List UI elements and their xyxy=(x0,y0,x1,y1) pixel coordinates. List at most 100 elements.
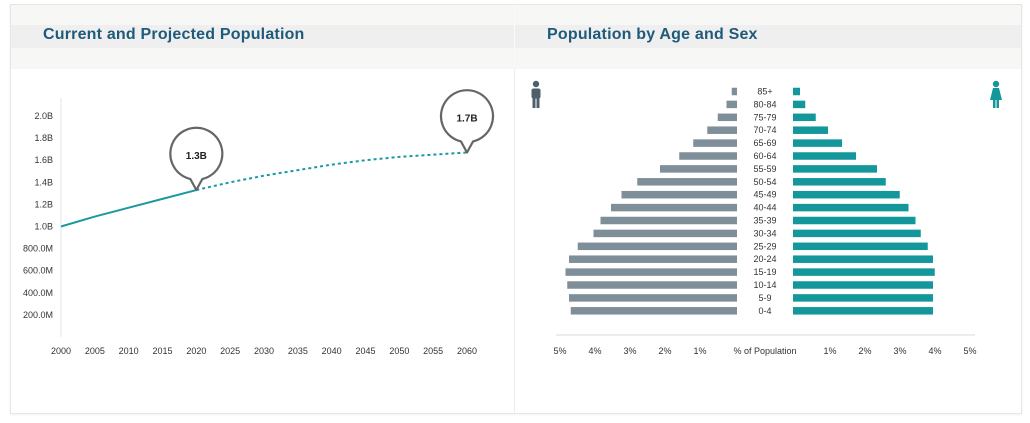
female-bar xyxy=(793,139,842,147)
y-tick-label: 400.0M xyxy=(23,288,53,298)
x-tick-label-male: 5% xyxy=(553,346,566,356)
age-group-label: 65-69 xyxy=(753,138,776,148)
population-projection-title: Current and Projected Population xyxy=(43,26,305,43)
age-group-label: 30-34 xyxy=(753,228,776,238)
population-projection-panel: Current and Projected Population xyxy=(11,5,514,413)
female-bar xyxy=(793,281,933,289)
panel-divider xyxy=(514,69,515,413)
age-group-label: 55-59 xyxy=(753,164,776,174)
male-bar xyxy=(567,281,737,289)
age-group-label: 0-4 xyxy=(758,306,771,316)
age-sex-panel: Population by Age and Sex xyxy=(515,5,1021,413)
x-tick-label: 2060 xyxy=(457,346,477,356)
male-bar xyxy=(717,113,737,122)
age-group-label: 70-74 xyxy=(753,125,776,135)
female-bar xyxy=(793,87,800,96)
x-tick-label: 2040 xyxy=(322,346,342,356)
y-tick-label: 800.0M xyxy=(23,244,53,254)
population-line-chart: 2.0B 1.8B 1.6B 1.4B 1.2B 1.0B 800.0M 600.0M 400.… xyxy=(23,89,495,356)
male-bar xyxy=(565,268,737,276)
population-pyramid-chart: 85+ 80-84 75-79 70-74 65-69 60-64 55-59 50-54 45… xyxy=(531,80,1002,356)
age-group-label: 20-24 xyxy=(753,254,776,264)
x-tick-label-male: 2% xyxy=(658,346,671,356)
female-bar xyxy=(793,113,816,122)
age-group-label: 60-64 xyxy=(753,151,776,161)
x-tick-label: 2035 xyxy=(288,346,308,356)
x-tick-label: 2000 xyxy=(51,346,71,356)
female-bar xyxy=(793,126,828,134)
panel-header-bar xyxy=(11,25,514,48)
male-bar xyxy=(731,87,737,96)
male-person-icon xyxy=(531,80,541,108)
x-tick-label-male: 3% xyxy=(623,346,636,356)
male-bar xyxy=(569,294,737,302)
x-tick-label-female: 2% xyxy=(858,346,871,356)
male-bar xyxy=(569,255,737,263)
age-group-label: 25-29 xyxy=(753,241,776,251)
callout-label: 1.7B xyxy=(456,113,477,124)
female-bar xyxy=(793,190,900,199)
y-tick-label: 1.2B xyxy=(34,199,53,209)
female-bar xyxy=(793,178,886,186)
age-group-label: 50-54 xyxy=(753,177,776,187)
current-population-line xyxy=(60,189,197,228)
x-tick-label-male: 4% xyxy=(588,346,601,356)
x-tick-label: 2030 xyxy=(254,346,274,356)
y-tick-label: 1.0B xyxy=(34,222,53,232)
male-bar xyxy=(679,152,737,160)
age-group-label: 80-84 xyxy=(753,99,776,109)
male-bar xyxy=(577,242,737,251)
y-tick-label: 200.0M xyxy=(23,310,53,320)
male-bar xyxy=(726,100,737,109)
male-bar xyxy=(611,203,737,212)
male-bar xyxy=(707,126,737,134)
female-bar xyxy=(793,203,909,212)
x-tick-label: 2055 xyxy=(423,346,443,356)
x-tick-label-female: 3% xyxy=(893,346,906,356)
y-tick-label: 1.6B xyxy=(34,155,53,165)
female-bar xyxy=(793,229,921,238)
x-axis-label: % of Population xyxy=(733,346,796,356)
female-person-icon xyxy=(990,80,1002,108)
y-tick-label: 1.4B xyxy=(34,177,53,187)
female-bar xyxy=(793,165,877,173)
female-bar xyxy=(793,307,933,315)
female-bar xyxy=(793,152,856,160)
y-tick-label: 1.8B xyxy=(34,133,53,143)
age-group-label: 5-9 xyxy=(758,293,771,303)
x-tick-label-male: 1% xyxy=(693,346,706,356)
female-bar xyxy=(793,100,806,109)
male-bar xyxy=(693,139,737,147)
male-bar xyxy=(621,190,737,199)
age-group-label: 15-19 xyxy=(753,267,776,277)
female-bar xyxy=(793,242,928,251)
x-tick-label: 2045 xyxy=(355,346,375,356)
female-bar xyxy=(793,216,916,225)
age-group-label: 75-79 xyxy=(753,112,776,122)
callout-label: 1.3B xyxy=(186,151,207,162)
x-tick-label-female: 1% xyxy=(823,346,836,356)
callout-bubble: 1.3B xyxy=(169,126,224,192)
age-sex-title: Population by Age and Sex xyxy=(547,26,758,43)
female-bar xyxy=(793,268,935,276)
x-tick-label: 2050 xyxy=(389,346,409,356)
y-tick-label: 2.0B xyxy=(34,111,53,121)
x-tick-label: 2005 xyxy=(85,346,105,356)
male-bar xyxy=(600,216,737,225)
x-tick-label: 2015 xyxy=(152,346,172,356)
age-group-label: 45-49 xyxy=(753,190,776,200)
y-tick-label: 600.0M xyxy=(23,266,53,276)
x-tick-label: 2010 xyxy=(119,346,139,356)
dashboard-card: Current and Projected Population Populat… xyxy=(10,4,1022,414)
x-tick-label: 2025 xyxy=(220,346,240,356)
female-bar xyxy=(793,255,933,263)
x-tick-label-female: 4% xyxy=(928,346,941,356)
x-tick-label-female: 5% xyxy=(963,346,976,356)
male-bar xyxy=(570,307,737,315)
age-group-label: 35-39 xyxy=(753,216,776,226)
male-bar xyxy=(593,229,737,238)
x-tick-label: 2020 xyxy=(186,346,206,356)
age-group-label: 10-14 xyxy=(753,280,776,290)
panel-header-bar xyxy=(515,25,1021,48)
